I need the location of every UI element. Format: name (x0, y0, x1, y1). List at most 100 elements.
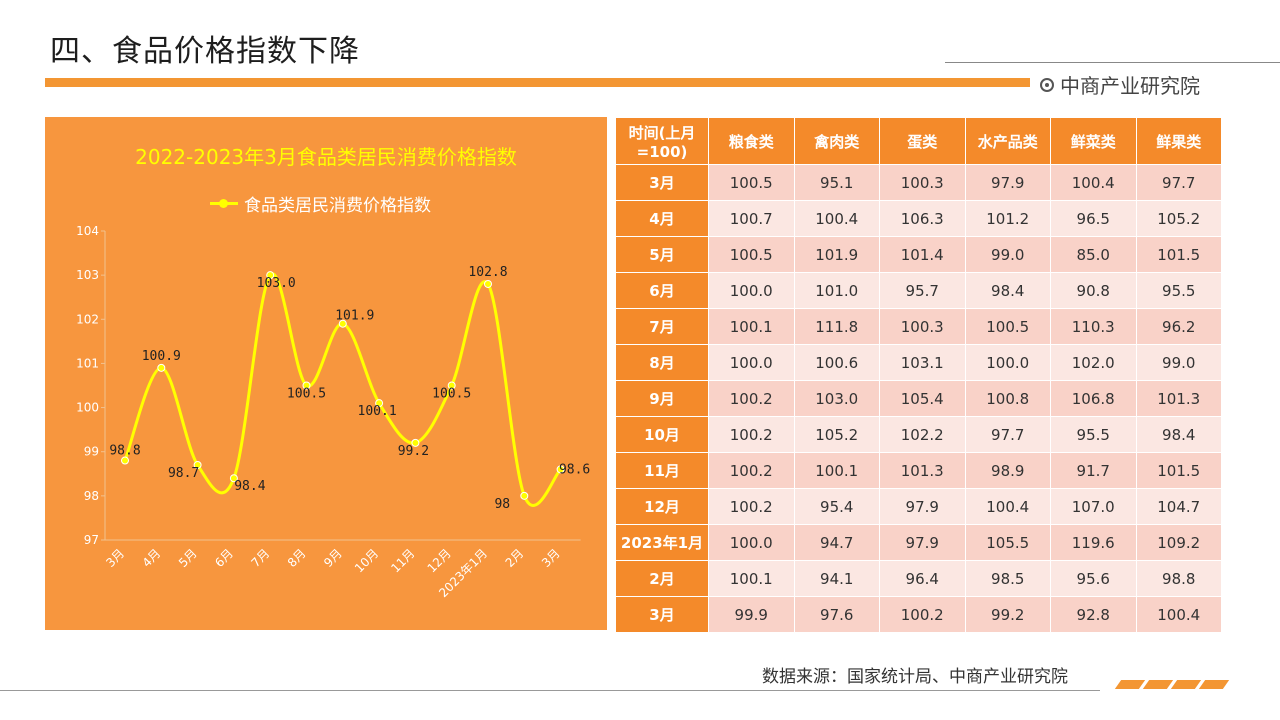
table-cell: 106.8 (1050, 380, 1137, 417)
table-cell: 94.7 (793, 524, 880, 561)
table-cell: 101.0 (793, 272, 880, 309)
x-tick-label: 4月 (140, 546, 164, 570)
row-label: 4月 (615, 200, 709, 237)
table-row: 2023年1月 100.0 94.7 97.9 105.5 119.6 109.2 (615, 524, 1222, 561)
footer-stripe (1170, 680, 1202, 689)
row-label: 3月 (615, 164, 709, 201)
data-label: 100.5 (432, 387, 471, 402)
data-point (157, 363, 166, 372)
x-tick-label: 2月 (503, 546, 527, 570)
table-cell: 95.7 (879, 272, 966, 309)
data-point (447, 381, 456, 390)
row-label: 3月 (615, 596, 709, 633)
table-cell: 100.2 (879, 596, 966, 633)
legend-line-marker-icon (210, 199, 238, 208)
brand-logo: 中商产业研究院 (1040, 70, 1200, 99)
table-cell: 100.6 (793, 344, 880, 381)
data-point (484, 279, 492, 288)
data-point (302, 381, 311, 390)
table-header-row: 时间(上月=100) 粮食类 禽肉类 蛋类 水产品类 鲜菜类 鲜果类 (615, 117, 1222, 165)
chart-panel: 2022-2023年3月食品类居民消费价格指数 食品类居民消费价格指数 97 98… (45, 117, 607, 630)
y-tick-label: 97 (84, 533, 99, 547)
table-row: 5月 100.5 101.9 101.4 99.0 85.0 101.5 (615, 236, 1222, 273)
table-cell: 94.1 (793, 560, 880, 597)
header-poultry: 禽肉类 (793, 117, 880, 165)
table-cell: 102.2 (879, 416, 966, 453)
table-row: 8月 100.0 100.6 103.1 100.0 102.0 99.0 (615, 344, 1222, 381)
data-point (229, 474, 238, 483)
table-cell: 100.2 (708, 452, 795, 489)
x-tick-label: 7月 (249, 546, 273, 570)
table-cell: 95.4 (793, 488, 880, 525)
data-label: 98.7 (168, 466, 199, 481)
y-tick-label: 99 (84, 445, 99, 459)
table-cell: 100.3 (879, 164, 966, 201)
table-cell: 100.0 (708, 272, 795, 309)
header-egg: 蛋类 (879, 117, 966, 165)
table-cell: 100.7 (708, 200, 795, 237)
data-label: 100.1 (358, 404, 397, 419)
footer-line (0, 690, 1100, 691)
table-cell: 99.9 (708, 596, 795, 633)
footer-stripe (1142, 680, 1174, 689)
table-cell: 100.0 (708, 344, 795, 381)
table-cell: 100.4 (964, 488, 1051, 525)
line-chart: 97 98 99 100 101 102 103 104 3月 4月 5月 6月 7月 8月 9月 10月 11… (76, 224, 590, 600)
y-tick-label: 102 (76, 312, 99, 326)
x-tick-label: 9月 (321, 546, 345, 570)
table-row: 10月 100.2 105.2 102.2 97.7 95.5 98.4 (615, 416, 1222, 453)
row-label: 8月 (615, 344, 709, 381)
table-cell: 105.2 (793, 416, 880, 453)
row-label: 6月 (615, 272, 709, 309)
table-cell: 99.2 (964, 596, 1051, 633)
page-title: 四、食品价格指数下降 (50, 34, 360, 69)
table-row: 4月 100.7 100.4 106.3 101.2 96.5 105.2 (615, 200, 1222, 237)
table-cell: 100.4 (1050, 164, 1137, 201)
table-cell: 100.1 (793, 452, 880, 489)
table-cell: 105.5 (964, 524, 1051, 561)
table-cell: 100.5 (708, 164, 795, 201)
table-cell: 100.8 (964, 380, 1051, 417)
header-deco-line (945, 62, 1280, 63)
table-cell: 98.4 (964, 272, 1051, 309)
data-point (338, 319, 347, 328)
x-tick-label: 3月 (103, 546, 127, 570)
table-cell: 95.5 (1050, 416, 1137, 453)
chart-legend: 食品类居民消费价格指数 (210, 191, 431, 216)
data-point (411, 438, 420, 447)
table-cell: 100.2 (708, 416, 795, 453)
data-label: 99.2 (398, 444, 429, 459)
y-tick-label: 101 (76, 356, 99, 370)
brand-name: 中商产业研究院 (1060, 74, 1200, 98)
data-label: 100.9 (142, 349, 181, 364)
table-cell: 102.0 (1050, 344, 1137, 381)
table-cell: 98.5 (964, 560, 1051, 597)
price-index-table: 时间(上月=100) 粮食类 禽肉类 蛋类 水产品类 鲜菜类 鲜果类 3月 100… (615, 117, 1222, 633)
table-cell: 119.6 (1050, 524, 1137, 561)
table-cell: 97.9 (879, 524, 966, 561)
table-cell: 90.8 (1050, 272, 1137, 309)
chart-title: 2022-2023年3月食品类居民消费价格指数 (135, 145, 517, 169)
row-label: 7月 (615, 308, 709, 345)
title-underline (45, 78, 1030, 87)
table-cell: 95.5 (1135, 272, 1222, 309)
table-cell: 92.8 (1050, 596, 1137, 633)
data-point (556, 465, 565, 474)
data-label: 98.4 (234, 479, 265, 494)
table-cell: 100.2 (708, 488, 795, 525)
data-point (266, 271, 275, 280)
table-cell: 100.1 (708, 308, 795, 345)
table-cell: 101.3 (879, 452, 966, 489)
data-label: 102.8 (468, 265, 507, 280)
table-cell: 100.4 (1135, 596, 1222, 633)
header-aquatic: 水产品类 (964, 117, 1051, 165)
table-cell: 100.1 (708, 560, 795, 597)
data-label: 103.0 (257, 276, 296, 291)
x-tick-label: 8月 (285, 546, 309, 570)
table-cell: 96.5 (1050, 200, 1137, 237)
data-point (121, 456, 129, 465)
table-row: 2月 100.1 94.1 96.4 98.5 95.6 98.8 (615, 560, 1222, 597)
header-vegetable: 鲜菜类 (1050, 117, 1137, 165)
row-label: 5月 (615, 236, 709, 273)
footer-stripe (1198, 680, 1230, 689)
